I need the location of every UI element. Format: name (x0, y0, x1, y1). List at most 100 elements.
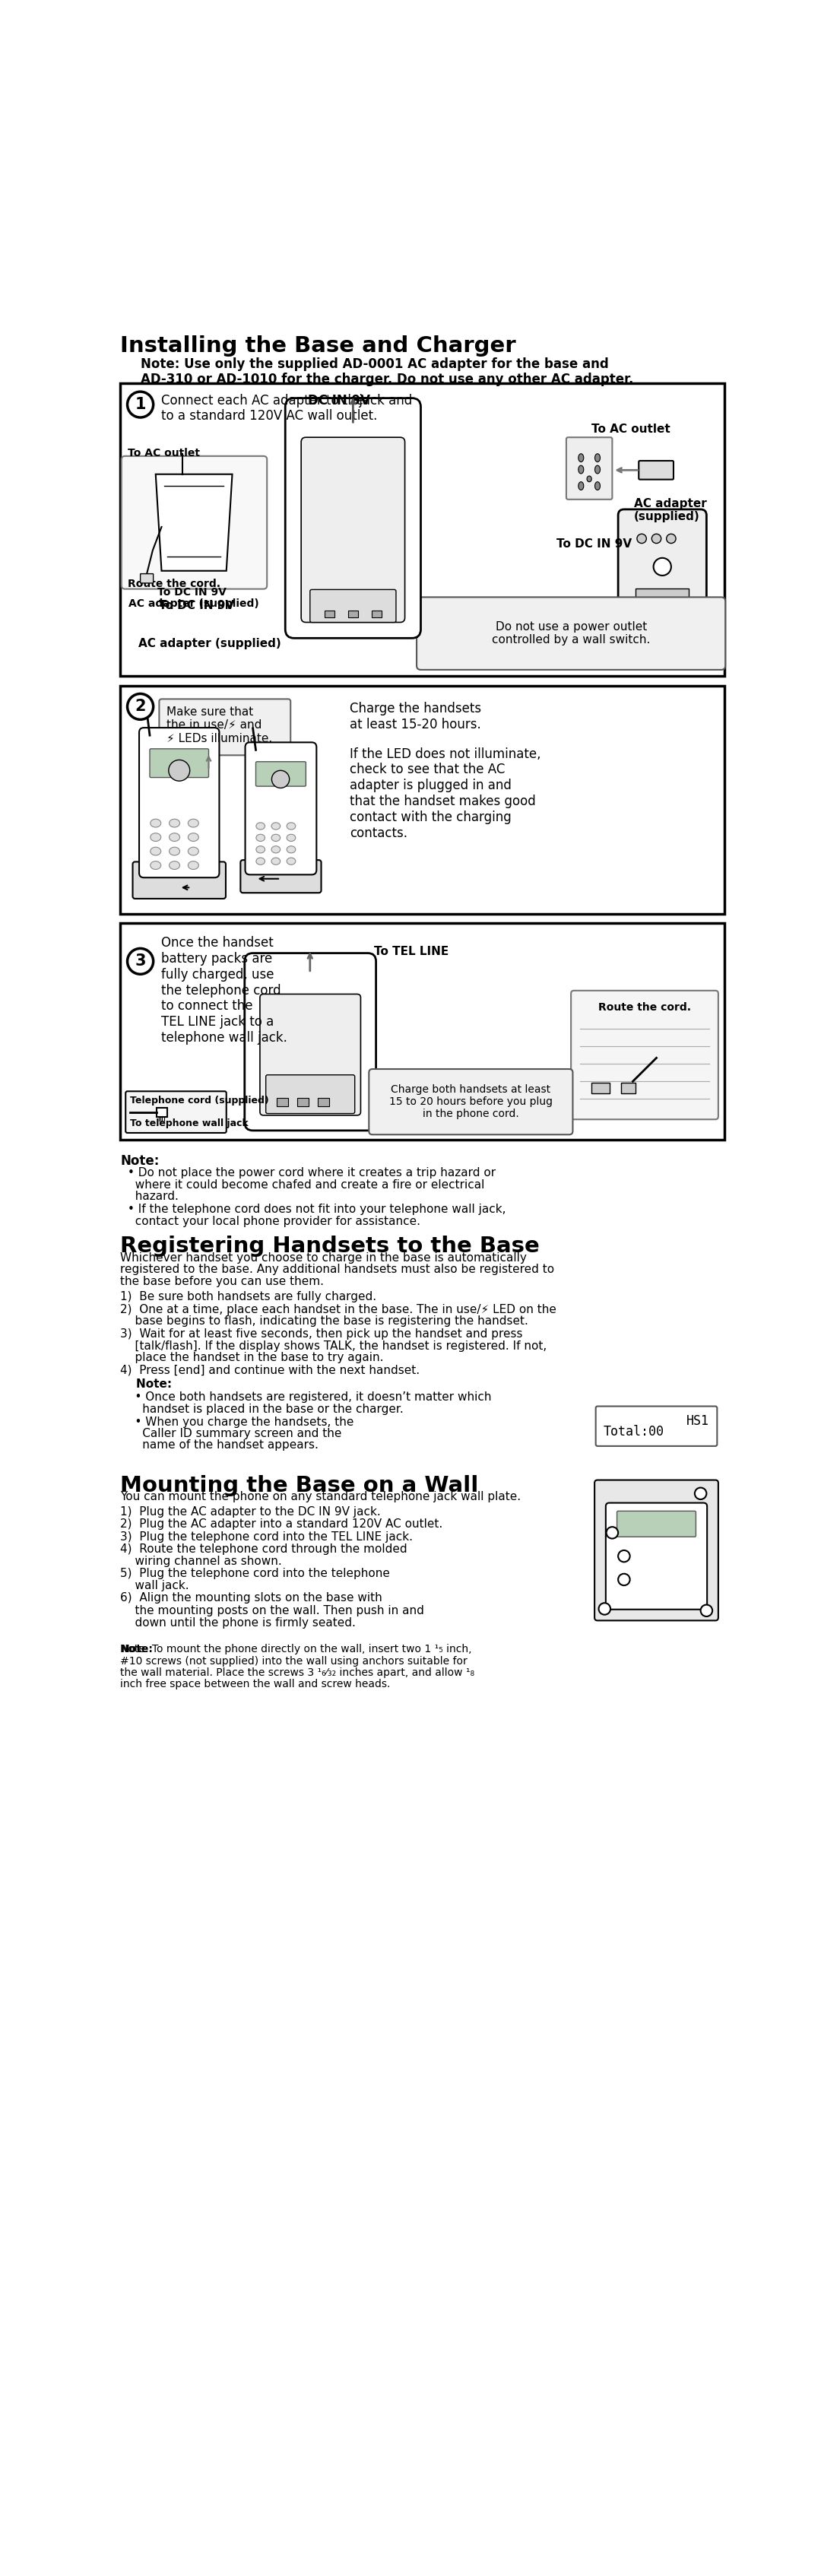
Ellipse shape (188, 819, 199, 827)
FancyBboxPatch shape (122, 456, 267, 590)
Text: name of the handset appears.: name of the handset appears. (121, 1440, 319, 1450)
Text: 5: 5 (609, 1528, 616, 1538)
Text: inch free space between the wall and screw heads.: inch free space between the wall and scr… (121, 1680, 391, 1690)
Ellipse shape (287, 835, 296, 842)
Text: Note: To mount the phone directly on the wall, insert two 1 ¹₅ inch,: Note: To mount the phone directly on the… (121, 1643, 472, 1654)
Text: jack and: jack and (355, 394, 412, 407)
Text: Note:: Note: (121, 1154, 159, 1167)
Text: 4)  Press [end] and continue with the next handset.: 4) Press [end] and continue with the nex… (121, 1365, 420, 1376)
Ellipse shape (287, 845, 296, 853)
Text: contact your local phone provider for assistance.: contact your local phone provider for as… (127, 1216, 420, 1226)
Ellipse shape (578, 482, 584, 489)
Text: Note:: Note: (121, 1643, 153, 1654)
Text: To DC IN 9V: To DC IN 9V (158, 587, 227, 598)
Text: place the handset in the base to try again.: place the handset in the base to try aga… (121, 1352, 383, 1363)
Text: the base before you can use them.: the base before you can use them. (121, 1275, 324, 1288)
Text: 6: 6 (697, 1489, 704, 1499)
FancyBboxPatch shape (596, 1406, 717, 1445)
Ellipse shape (150, 848, 161, 855)
Text: 1)  Be sure both handsets are fully charged.: 1) Be sure both handsets are fully charg… (121, 1291, 377, 1303)
FancyBboxPatch shape (285, 399, 421, 639)
Circle shape (607, 1528, 618, 1538)
Text: • Do not place the power cord where it creates a trip hazard or: • Do not place the power cord where it c… (127, 1167, 495, 1180)
Text: registered to the base. Any additional handsets must also be registered to: registered to the base. Any additional h… (121, 1265, 554, 1275)
FancyBboxPatch shape (606, 1502, 707, 1610)
Circle shape (700, 1605, 713, 1618)
FancyBboxPatch shape (121, 922, 724, 1139)
Text: 3)  Plug the telephone cord into the TEL LINE jack.: 3) Plug the telephone cord into the TEL … (121, 1530, 413, 1543)
Ellipse shape (587, 477, 592, 482)
Ellipse shape (256, 835, 265, 842)
Text: the mounting posts on the wall. Then push in and: the mounting posts on the wall. Then pus… (121, 1605, 424, 1615)
Ellipse shape (188, 848, 199, 855)
FancyBboxPatch shape (566, 438, 612, 500)
Text: To DC IN 9V: To DC IN 9V (158, 600, 234, 611)
Circle shape (127, 392, 154, 417)
FancyBboxPatch shape (571, 992, 718, 1121)
Text: down until the phone is firmly seated.: down until the phone is firmly seated. (121, 1618, 355, 1628)
Ellipse shape (150, 860, 161, 871)
FancyBboxPatch shape (140, 574, 154, 582)
Text: To AC outlet: To AC outlet (128, 448, 200, 459)
Circle shape (654, 559, 671, 574)
Bar (277, 1097, 288, 1105)
Circle shape (127, 693, 154, 719)
Text: If the LED does not illuminate,
check to see that the AC
adapter is plugged in a: If the LED does not illuminate, check to… (350, 747, 541, 840)
Text: Whichever handset you choose to charge in the base is automatically: Whichever handset you choose to charge i… (121, 1252, 527, 1265)
Text: AD-310 or AD-1010 for the charger. Do not use any other AC adapter.: AD-310 or AD-1010 for the charger. Do no… (141, 374, 634, 386)
Text: Note:: Note: (121, 1378, 172, 1391)
FancyBboxPatch shape (301, 438, 405, 623)
Text: • Once both handsets are registered, it doesn’t matter which: • Once both handsets are registered, it … (121, 1391, 492, 1404)
Text: 5)  Plug the telephone cord into the telephone: 5) Plug the telephone cord into the tele… (121, 1569, 390, 1579)
Text: Installing the Base and Charger: Installing the Base and Charger (121, 335, 516, 355)
Text: AC adapter
(supplied): AC adapter (supplied) (634, 497, 707, 523)
Text: Total:00: Total:00 (603, 1425, 664, 1437)
FancyBboxPatch shape (149, 750, 209, 778)
Circle shape (618, 1574, 630, 1584)
Circle shape (618, 1551, 630, 1561)
Ellipse shape (169, 832, 180, 842)
Bar (621, 1082, 635, 1092)
FancyBboxPatch shape (245, 953, 376, 1131)
Ellipse shape (150, 832, 161, 842)
Bar (372, 611, 381, 618)
Text: 3: 3 (135, 953, 146, 969)
Text: Connect each AC adapter to the: Connect each AC adapter to the (162, 394, 368, 407)
Text: 2: 2 (135, 698, 146, 714)
Text: 3: 3 (621, 1574, 627, 1584)
Bar (325, 611, 334, 618)
Ellipse shape (169, 860, 180, 871)
FancyBboxPatch shape (121, 685, 724, 914)
Bar (318, 1097, 329, 1105)
Text: • When you charge the handsets, the: • When you charge the handsets, the (121, 1417, 354, 1427)
Text: where it could become chafed and create a fire or electrical: where it could become chafed and create … (127, 1180, 484, 1190)
Circle shape (599, 1602, 611, 1615)
Ellipse shape (595, 482, 600, 489)
Text: to a standard 120V AC wall outlet.: to a standard 120V AC wall outlet. (162, 410, 378, 422)
Text: [talk/flash]. If the display shows TALK, the handset is registered. If not,: [talk/flash]. If the display shows TALK,… (121, 1340, 547, 1352)
Text: 2)  One at a time, place each handset in the base. The in use/⚡ LED on the: 2) One at a time, place each handset in … (121, 1303, 557, 1316)
Text: 2: 2 (601, 1605, 608, 1613)
Text: wiring channel as shown.: wiring channel as shown. (121, 1556, 282, 1566)
FancyBboxPatch shape (121, 384, 724, 675)
Ellipse shape (150, 819, 161, 827)
Text: Once the handset
battery packs are
fully charged, use
the telephone cord
to conn: Once the handset battery packs are fully… (162, 935, 287, 1046)
Ellipse shape (256, 822, 265, 829)
Circle shape (667, 533, 676, 544)
Text: hazard.: hazard. (127, 1190, 178, 1203)
Text: wall jack.: wall jack. (121, 1579, 189, 1592)
FancyBboxPatch shape (369, 1069, 573, 1133)
FancyBboxPatch shape (139, 726, 219, 878)
Ellipse shape (272, 845, 280, 853)
Ellipse shape (169, 819, 180, 827)
Text: To telephone wall jack: To telephone wall jack (131, 1118, 249, 1128)
Bar (592, 1082, 609, 1092)
Text: Charge the handsets
at least 15-20 hours.: Charge the handsets at least 15-20 hours… (350, 703, 482, 732)
Circle shape (652, 533, 661, 544)
Text: the wall material. Place the screws 3 ¹₆⁄₃₂ inches apart, and allow ¹₈: the wall material. Place the screws 3 ¹₆… (121, 1667, 475, 1677)
Text: base begins to flash, indicating the base is registering the handset.: base begins to flash, indicating the bas… (121, 1316, 529, 1327)
Ellipse shape (256, 858, 265, 866)
Ellipse shape (272, 822, 280, 829)
Ellipse shape (287, 858, 296, 866)
FancyBboxPatch shape (260, 994, 360, 1115)
